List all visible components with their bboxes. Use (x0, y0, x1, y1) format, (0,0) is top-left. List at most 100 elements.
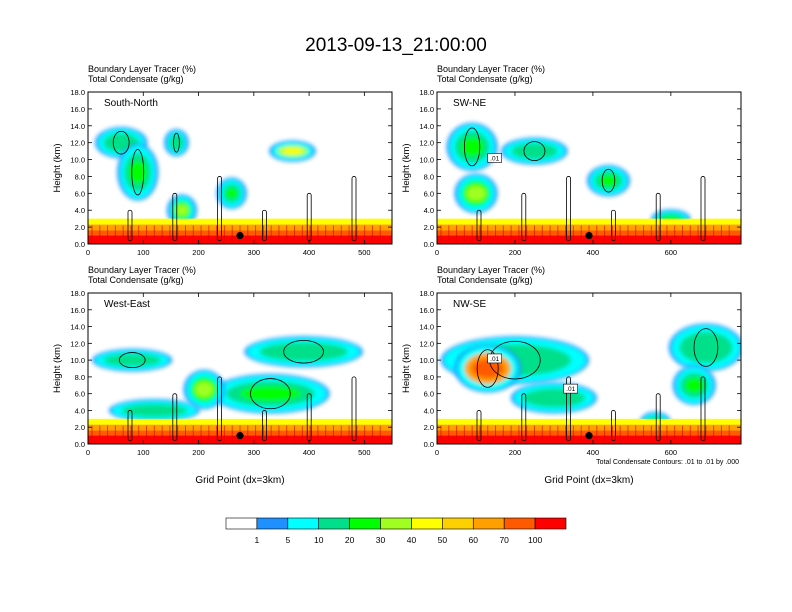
cloud-blob (183, 369, 225, 410)
x-tick-label: 0 (435, 448, 439, 457)
contour-line (463, 127, 481, 167)
colorbar-swatch (349, 517, 381, 530)
colorbar-swatch (318, 517, 350, 530)
x-tick-label: 600 (665, 448, 678, 457)
contour-line (476, 349, 499, 388)
x-axis: 0 100 200 300 400 500 (86, 92, 371, 257)
section-marker (236, 231, 244, 240)
y-tick-label: 18.0 (419, 88, 434, 97)
boundary-layer (88, 218, 392, 244)
y-tick-label: 2.0 (424, 223, 434, 232)
x-tick-label: 200 (509, 248, 522, 257)
y-tick-label: 8.0 (424, 373, 434, 382)
y-axis-label: Height (km) (401, 344, 412, 393)
section-marker (585, 432, 593, 440)
x-tick-label: 500 (358, 448, 371, 457)
y-tick-label: 2.0 (75, 223, 85, 232)
colorbar-swatch (380, 517, 412, 530)
tracer-field (437, 122, 741, 244)
panel-subtitle-tracer: Boundary Layer Tracer (%) (88, 64, 196, 74)
cloud-core (128, 160, 147, 184)
y-tick-label: 0.0 (424, 240, 434, 249)
cloud-blob (108, 399, 200, 422)
colorbar-label: 20 (345, 535, 355, 545)
contour-line (172, 393, 178, 442)
x-tick-label: 400 (587, 448, 600, 457)
plot-frame (87, 91, 393, 245)
y-tick-label: 6.0 (75, 390, 85, 399)
y-tick-label: 18.0 (419, 289, 434, 298)
x-tick-label: 100 (137, 248, 150, 257)
contour-label-text: .01 (490, 155, 499, 162)
contour-line (112, 130, 130, 155)
panel-label: West-East (104, 299, 150, 310)
contour-label: .01 (563, 383, 578, 394)
cloud-core (518, 146, 551, 156)
y-tick-label: 8.0 (424, 172, 434, 181)
cloud-blob (164, 129, 189, 157)
contour-line (700, 376, 706, 442)
y-tick-label: 6.0 (75, 189, 85, 198)
contour-line (217, 376, 223, 442)
contour-line (283, 339, 324, 364)
cloud-core (471, 359, 504, 378)
panel-label: South-North (104, 98, 158, 109)
y-axis: 0.0 2.0 4.0 6.0 8.0 10.0 12.0 14.0 16.0 18.0 (70, 289, 392, 449)
cloud-core (225, 187, 238, 200)
panel-label: SW-NE (453, 98, 486, 109)
x-axis-label: Grid Point (dx=3km) (195, 475, 284, 486)
contour-line (118, 352, 146, 369)
colorbar-label: 100 (528, 535, 542, 545)
contour-label-text: .01 (566, 386, 575, 393)
contour-line (476, 410, 482, 442)
cloud-blob (501, 137, 568, 165)
y-tick-label: 12.0 (419, 139, 434, 148)
y-axis: 0.0 2.0 4.0 6.0 8.0 10.0 12.0 14.0 16.0 18.0 (70, 88, 392, 249)
cloud-blob (454, 173, 498, 214)
x-tick-label: 0 (86, 248, 90, 257)
colorbar-label: 10 (314, 535, 324, 545)
cloud-blob (244, 336, 363, 368)
cloud-core (240, 386, 301, 402)
contour-line (217, 176, 223, 242)
y-axis-label: Height (km) (52, 143, 63, 192)
contour-line (566, 376, 571, 442)
colorbar-swatch (225, 517, 258, 530)
y-tick-label: 2.0 (75, 423, 85, 432)
chart-panel-3: Boundary Layer Tracer (%)Total Condensat… (52, 265, 393, 486)
y-tick-label: 0.0 (75, 440, 85, 449)
y-tick-label: 12.0 (419, 339, 434, 348)
y-tick-label: 8.0 (75, 373, 85, 382)
contour-line (611, 410, 616, 442)
condensate-contours (463, 127, 706, 242)
y-tick-label: 10.0 (70, 356, 85, 365)
cloud-core (281, 147, 304, 155)
plot-frame (87, 292, 393, 445)
plot-frame (436, 292, 742, 445)
y-tick-label: 0.0 (424, 440, 434, 449)
chart-panel-2: Boundary Layer Tracer (%)Total Condensat… (401, 64, 742, 257)
section-marker (236, 432, 244, 440)
tracer-field (437, 323, 741, 444)
contour-line (611, 209, 616, 242)
cloud-core (460, 137, 484, 157)
colorbar-label: 40 (407, 535, 417, 545)
colorbar: 1 5 10 20 30 40 50 60 70 100 (225, 517, 567, 545)
plot-frame (436, 91, 742, 245)
tracer-field (88, 336, 392, 444)
contour-label-box (487, 353, 502, 364)
colorbar-label: 30 (376, 535, 386, 545)
contour-line (693, 328, 719, 367)
y-tick-label: 6.0 (424, 390, 434, 399)
x-tick-label: 300 (248, 248, 261, 257)
colorbar-swatch (534, 517, 567, 530)
y-axis-label: Height (km) (52, 344, 63, 393)
x-tick-label: 0 (86, 448, 90, 457)
panel-subtitle-condensate: Total Condensate (g/kg) (88, 74, 184, 84)
panel-subtitle-tracer: Boundary Layer Tracer (%) (88, 265, 196, 275)
y-tick-label: 16.0 (419, 105, 434, 114)
contour-line (601, 168, 616, 193)
y-axis: 0.0 2.0 4.0 6.0 8.0 10.0 12.0 14.0 16.0 18.0 (419, 88, 741, 249)
y-tick-label: 4.0 (424, 206, 434, 215)
